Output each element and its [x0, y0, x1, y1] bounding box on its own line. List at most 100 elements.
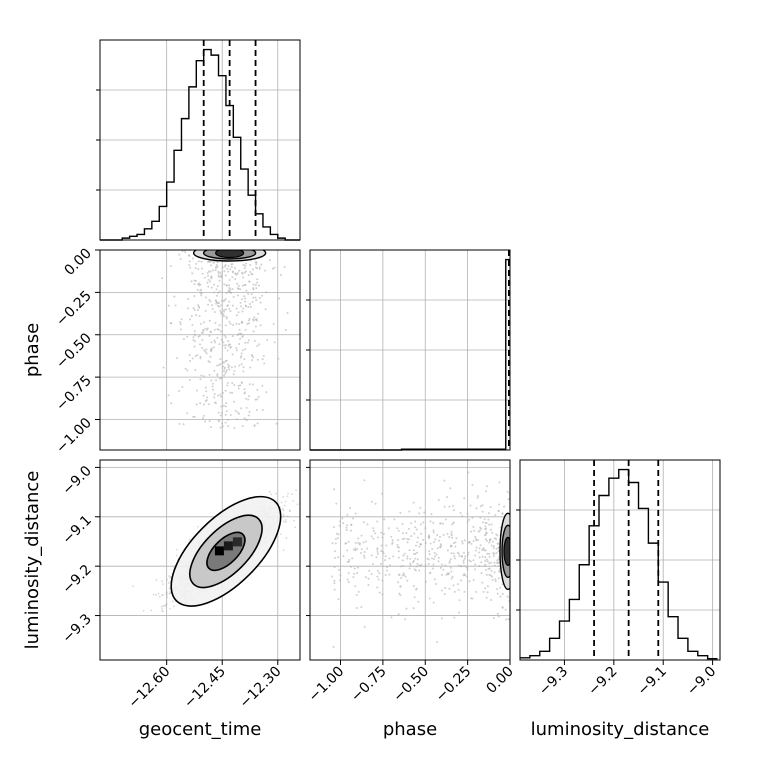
sample-point [481, 555, 484, 558]
sample-point [220, 338, 223, 341]
sample-point [412, 561, 415, 564]
sample-point [219, 362, 222, 365]
sample-point [237, 287, 240, 290]
sample-point [355, 606, 358, 609]
x-tick-label-phase: −0.50 [390, 664, 432, 706]
scatter-panel-phase-vs-geocent-time [99, 249, 301, 451]
sample-point [391, 539, 394, 542]
sample-point [188, 354, 191, 357]
sample-point [232, 373, 235, 376]
sample-point [226, 381, 229, 384]
sample-point [357, 537, 360, 540]
sample-point [269, 259, 272, 262]
sample-point [202, 394, 205, 397]
sample-point [179, 321, 182, 324]
x-tick-label-phase: −1.00 [306, 664, 348, 706]
sample-point [432, 541, 435, 544]
sample-point [501, 606, 504, 609]
sample-point [480, 561, 483, 564]
sample-point [410, 522, 413, 525]
sample-point [347, 572, 350, 575]
sample-point [497, 542, 500, 545]
sample-point [460, 579, 463, 582]
sample-point [229, 322, 232, 325]
sample-point [480, 527, 483, 530]
sample-point [222, 313, 225, 316]
sample-point [245, 406, 248, 409]
sample-point [215, 263, 218, 266]
sample-point [417, 600, 420, 603]
sample-point [193, 333, 196, 336]
sample-point [397, 539, 400, 542]
sample-point [446, 572, 449, 575]
sample-point [160, 605, 163, 608]
sample-point [494, 580, 497, 583]
sample-point [191, 357, 194, 360]
sample-point [194, 355, 197, 358]
x-tick-label-geocent-time: −12.45 [181, 664, 229, 712]
sample-point [349, 507, 352, 510]
sample-point [231, 288, 234, 291]
sample-point [466, 512, 469, 515]
sample-point [240, 355, 243, 358]
sample-point [475, 507, 478, 510]
sample-point [205, 348, 208, 351]
sample-point [414, 526, 417, 529]
sample-point [220, 299, 223, 302]
sample-point [199, 378, 202, 381]
sample-point [423, 511, 426, 514]
sample-point [296, 503, 299, 506]
sample-point [435, 553, 438, 556]
density-peak-cell [232, 537, 242, 547]
sample-point [494, 514, 497, 517]
sample-point [254, 296, 257, 299]
sample-point [158, 595, 161, 598]
sample-point [488, 555, 491, 558]
sample-point [352, 517, 355, 520]
sample-point [224, 370, 227, 373]
sample-point [221, 365, 224, 368]
sample-point [216, 328, 219, 331]
sample-point [497, 577, 500, 580]
sample-point [360, 606, 363, 609]
sample-point [199, 355, 202, 358]
sample-point [412, 585, 415, 588]
sample-point [178, 422, 181, 425]
sample-point [231, 276, 234, 279]
sample-point [443, 593, 446, 596]
sample-point [434, 538, 437, 541]
sample-point [400, 577, 403, 580]
sample-point [192, 336, 195, 339]
sample-point [339, 520, 342, 523]
sample-point [481, 549, 484, 552]
sample-point [496, 561, 499, 564]
sample-point [294, 526, 297, 529]
sample-point [409, 564, 412, 567]
sample-point [231, 335, 234, 338]
sample-point [249, 366, 252, 369]
sample-point [414, 520, 417, 523]
sample-point [331, 542, 334, 545]
sample-point [393, 518, 396, 521]
sample-point [461, 515, 464, 518]
sample-point [481, 510, 484, 513]
sample-point [271, 267, 274, 270]
sample-point [259, 324, 262, 327]
sample-point [485, 522, 488, 525]
sample-point [401, 532, 404, 535]
sample-point [190, 315, 193, 318]
sample-point [491, 540, 494, 543]
sample-point [446, 549, 449, 552]
sample-point [408, 549, 411, 552]
sample-point [416, 551, 419, 554]
sample-point [451, 575, 454, 578]
sample-point [216, 373, 219, 376]
sample-point [193, 330, 196, 333]
sample-point [186, 307, 189, 310]
sample-point [399, 511, 402, 514]
sample-point [374, 502, 377, 505]
sample-point [224, 372, 227, 375]
sample-point [375, 556, 378, 559]
sample-point [350, 565, 353, 568]
sample-point [162, 610, 164, 613]
